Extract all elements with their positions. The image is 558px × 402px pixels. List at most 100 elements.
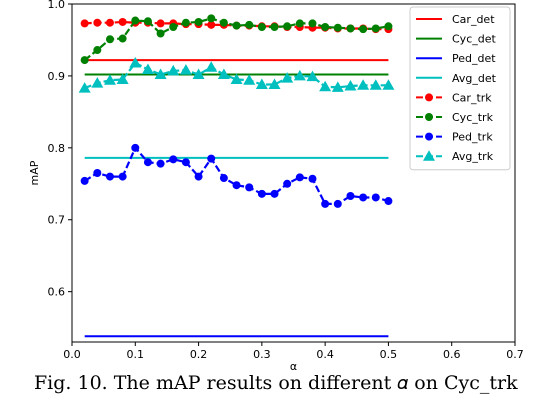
data-point xyxy=(80,176,89,185)
legend-label: Avg_det xyxy=(452,72,497,85)
data-point xyxy=(105,35,114,44)
plot-frame xyxy=(71,3,516,343)
x-tick-label: 0.2 xyxy=(190,348,208,361)
data-point xyxy=(371,193,380,202)
data-point xyxy=(105,172,114,181)
data-point xyxy=(156,29,165,38)
data-point xyxy=(257,23,266,32)
data-point xyxy=(169,23,178,32)
legend-item: Avg_trk xyxy=(416,150,494,163)
legend-marker xyxy=(425,93,433,102)
legend-label: Cyc_det xyxy=(452,33,496,46)
data-point xyxy=(105,18,114,27)
y-tick-label: 0.8 xyxy=(48,142,66,155)
data-point xyxy=(156,159,165,168)
data-point xyxy=(232,21,241,30)
legend: Car_det Cyc_det Ped_det Avg_det Car_trk Cyc_t… xyxy=(409,6,511,171)
data-point xyxy=(192,68,205,79)
data-point xyxy=(154,68,167,79)
data-point xyxy=(331,81,344,92)
data-point xyxy=(91,77,104,88)
data-point xyxy=(295,173,304,182)
legend-label: Car_trk xyxy=(452,91,492,104)
data-point xyxy=(232,181,241,190)
data-point xyxy=(257,189,266,198)
data-point xyxy=(194,172,203,181)
data-point xyxy=(93,169,102,177)
data-point xyxy=(344,79,357,91)
legend-item: Car_det xyxy=(416,13,495,26)
data-point xyxy=(319,80,332,92)
data-point xyxy=(207,20,216,29)
data-point xyxy=(181,18,190,27)
data-point xyxy=(205,61,218,72)
data-point xyxy=(93,46,102,55)
x-tick-label: 0.4 xyxy=(316,348,334,361)
data-point xyxy=(143,158,152,167)
data-point xyxy=(268,78,281,90)
data-point xyxy=(283,22,292,31)
data-point xyxy=(207,14,216,23)
data-point xyxy=(308,19,317,28)
x-tick-label: 0.3 xyxy=(253,348,271,361)
data-point xyxy=(333,23,342,32)
data-point xyxy=(80,56,89,65)
y-tick-label: 0.7 xyxy=(48,214,66,227)
data-point xyxy=(270,23,279,32)
data-point xyxy=(359,193,368,202)
y-tick-label: 1.0 xyxy=(48,0,66,11)
series-cyc-trk xyxy=(80,14,393,65)
legend-item: Cyc_det xyxy=(416,33,496,46)
legend-item: Ped_trk xyxy=(416,131,493,144)
data-point xyxy=(93,18,102,27)
figure-caption: Fig. 10. The mAP results on different 𝛼 … xyxy=(34,372,518,394)
x-tick-label: 0.7 xyxy=(506,348,524,361)
data-point xyxy=(230,73,243,85)
series-ped-trk xyxy=(80,143,393,208)
data-point xyxy=(245,20,254,29)
x-tick-label: 0.0 xyxy=(63,348,81,361)
plot-area xyxy=(71,3,516,343)
legend-item: Car_trk xyxy=(416,91,492,104)
y-tick-label: 0.6 xyxy=(48,286,66,299)
legend-label: Ped_trk xyxy=(452,131,493,144)
data-point xyxy=(179,64,192,75)
data-point xyxy=(167,64,180,76)
data-point xyxy=(131,16,140,25)
data-point xyxy=(78,82,91,93)
series-avg-trk xyxy=(78,56,395,93)
data-point xyxy=(384,197,393,206)
x-tick-label: 0.5 xyxy=(380,348,398,361)
y-axis: 0.6 0.7 0.8 0.9 1.0 xyxy=(48,0,72,299)
data-point xyxy=(169,155,178,164)
data-point xyxy=(283,179,292,188)
x-tick-label: 0.6 xyxy=(443,348,461,361)
legend-box xyxy=(409,6,511,171)
legend-marker xyxy=(423,150,435,161)
data-point xyxy=(118,17,127,26)
data-point xyxy=(118,172,127,181)
data-point xyxy=(116,73,129,85)
series-line xyxy=(84,145,389,205)
x-tick-label: 0.1 xyxy=(127,348,145,361)
data-point xyxy=(333,199,342,208)
data-point xyxy=(321,199,330,208)
legend-label: Avg_trk xyxy=(452,150,494,163)
legend-label: Ped_det xyxy=(452,52,496,65)
legend-item: Ped_det xyxy=(416,52,496,65)
data-point xyxy=(371,24,380,33)
data-point xyxy=(346,24,355,33)
legend-marker xyxy=(425,113,433,121)
data-point xyxy=(245,183,254,192)
legend-item: Avg_det xyxy=(416,72,497,85)
legend-marker xyxy=(425,132,433,141)
data-point xyxy=(321,23,330,32)
data-point xyxy=(217,68,230,79)
data-point xyxy=(270,189,279,198)
data-point xyxy=(141,63,154,74)
data-point xyxy=(129,56,142,68)
data-point xyxy=(357,79,370,90)
data-point xyxy=(194,17,203,26)
x-axis-label: α xyxy=(290,360,297,372)
y-tick-label: 0.9 xyxy=(48,70,66,83)
